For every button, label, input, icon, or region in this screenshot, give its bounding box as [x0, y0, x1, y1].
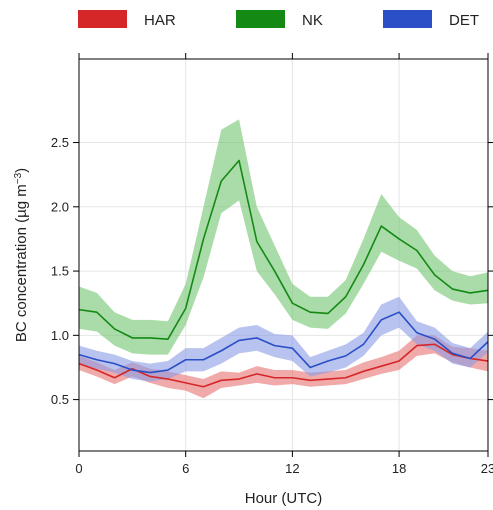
y-axis-label-close: ) [13, 168, 30, 173]
x-tick-label: 6 [182, 461, 189, 476]
x-tick-label: 12 [285, 461, 299, 476]
y-tick-label: 1.5 [51, 264, 69, 279]
y-axis-label-exponent: −3 [13, 172, 24, 184]
y-tick-label: 2.0 [51, 199, 69, 214]
y-tick-label: 2.5 [51, 135, 69, 150]
y-tick-label: 0.5 [51, 392, 69, 407]
confidence-bands [79, 119, 488, 399]
x-axis-label: Hour (UTC) [245, 490, 323, 507]
nk-legend-swatch [236, 10, 285, 28]
har-line [78, 343, 489, 388]
y-axis-label-text: BC concentration (µg m [13, 184, 30, 342]
har-legend-swatch [78, 10, 127, 28]
nk-line [78, 159, 489, 340]
axis-ticks: 0 6 12 18 23 0.5 1.0 1.5 2.0 2.5 [51, 53, 493, 476]
x-tick-label: 0 [75, 461, 82, 476]
plot-frame [78, 58, 489, 452]
x-tick-label: 23 [481, 461, 493, 476]
har-legend-label: HAR [144, 12, 176, 29]
det-legend-swatch [383, 10, 432, 28]
nk-band [79, 119, 488, 355]
det-legend-label: DET [449, 12, 479, 29]
y-tick-label: 1.0 [51, 328, 69, 343]
nk-legend-label: NK [302, 12, 323, 29]
x-tick-label: 18 [392, 461, 406, 476]
legend: HAR NK DET [78, 10, 479, 29]
y-axis-label: BC concentration (µg m−3) [13, 168, 31, 342]
det-line [78, 311, 489, 374]
series-lines [78, 159, 489, 388]
